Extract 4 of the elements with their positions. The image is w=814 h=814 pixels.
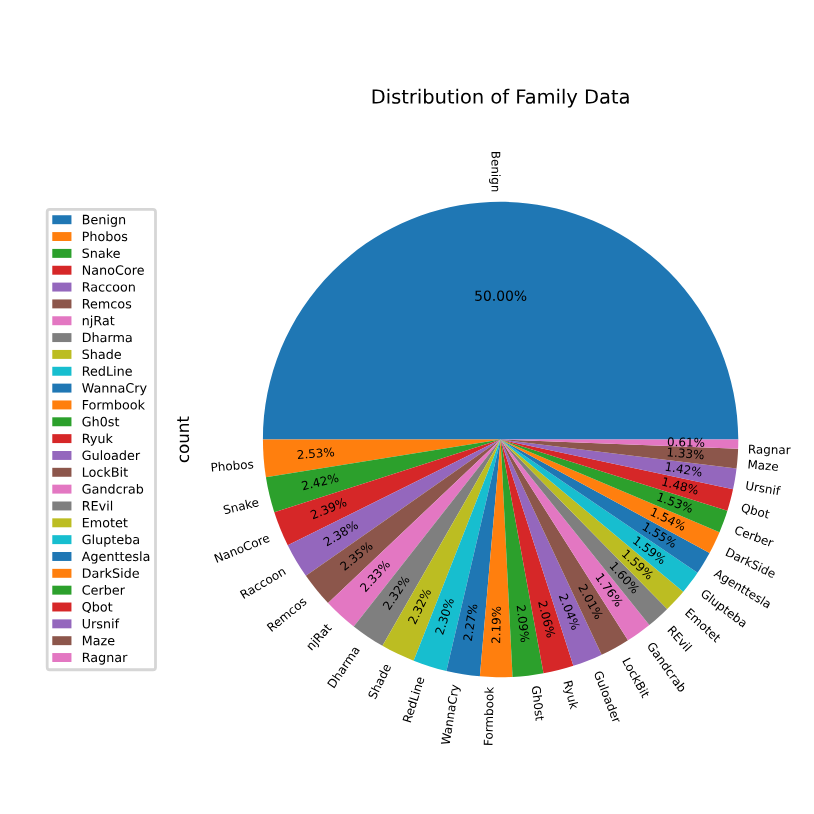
text: count <box>177 416 190 463</box>
pie-slice <box>500 439 734 511</box>
chart-title: Distribution of Family Data <box>372 88 629 108</box>
pie-slice <box>274 439 501 546</box>
